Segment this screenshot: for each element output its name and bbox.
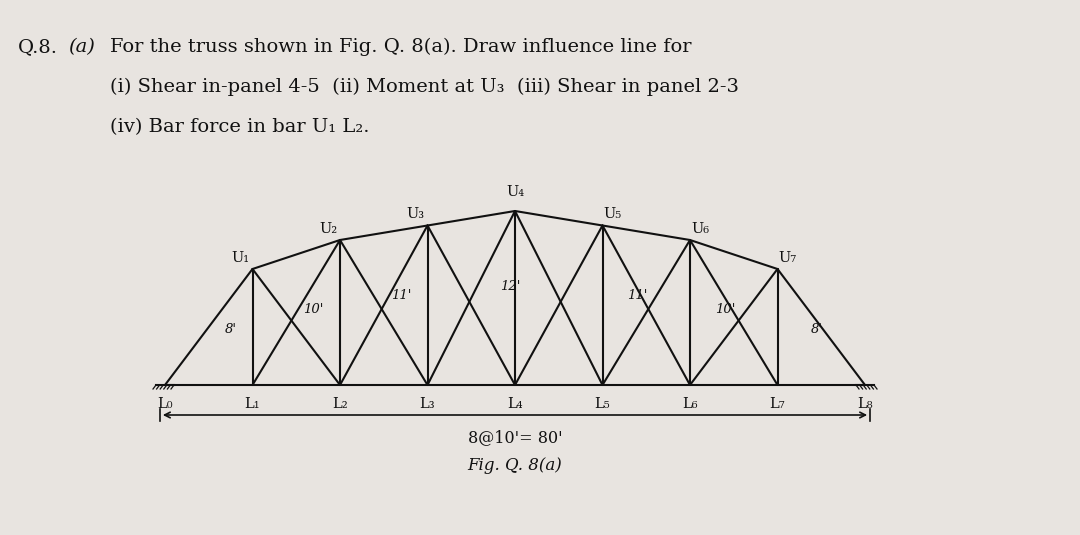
Text: U₄: U₄ — [505, 185, 524, 199]
Text: Q.8.: Q.8. — [18, 38, 58, 56]
Text: 11': 11' — [627, 288, 648, 302]
Text: U₂: U₂ — [319, 222, 337, 236]
Text: L₄: L₄ — [508, 397, 523, 411]
Text: U₃: U₃ — [406, 208, 424, 221]
Text: (i) Shear in-panel 4-5  (ii) Moment at U₃  (iii) Shear in panel 2-3: (i) Shear in-panel 4-5 (ii) Moment at U₃… — [110, 78, 739, 96]
Text: U₁: U₁ — [231, 251, 249, 265]
Text: L₆: L₆ — [683, 397, 698, 411]
Text: For the truss shown in Fig. Q. 8(a). Draw influence line for: For the truss shown in Fig. Q. 8(a). Dra… — [110, 38, 691, 56]
Text: 8': 8' — [811, 323, 823, 337]
Text: Fig. Q. 8(a): Fig. Q. 8(a) — [468, 457, 563, 474]
Text: U₆: U₆ — [691, 222, 708, 236]
Text: U₇: U₇ — [779, 251, 797, 265]
Text: L₈: L₈ — [858, 397, 873, 411]
Text: 10': 10' — [303, 303, 324, 316]
Text: L₇: L₇ — [770, 397, 785, 411]
Text: U₅: U₅ — [604, 208, 622, 221]
Text: 10': 10' — [715, 303, 735, 316]
Text: (a): (a) — [68, 38, 95, 56]
Text: L₀: L₀ — [158, 397, 173, 411]
Text: L₂: L₂ — [333, 397, 348, 411]
Text: L₁: L₁ — [245, 397, 260, 411]
Text: L₃: L₃ — [420, 397, 435, 411]
Text: L₅: L₅ — [595, 397, 610, 411]
Text: 8': 8' — [225, 323, 237, 337]
Text: 11': 11' — [391, 288, 411, 302]
Text: (iv) Bar force in bar U₁ L₂.: (iv) Bar force in bar U₁ L₂. — [110, 118, 369, 136]
Text: 12': 12' — [500, 280, 521, 293]
Text: 8@10'= 80': 8@10'= 80' — [468, 429, 563, 446]
